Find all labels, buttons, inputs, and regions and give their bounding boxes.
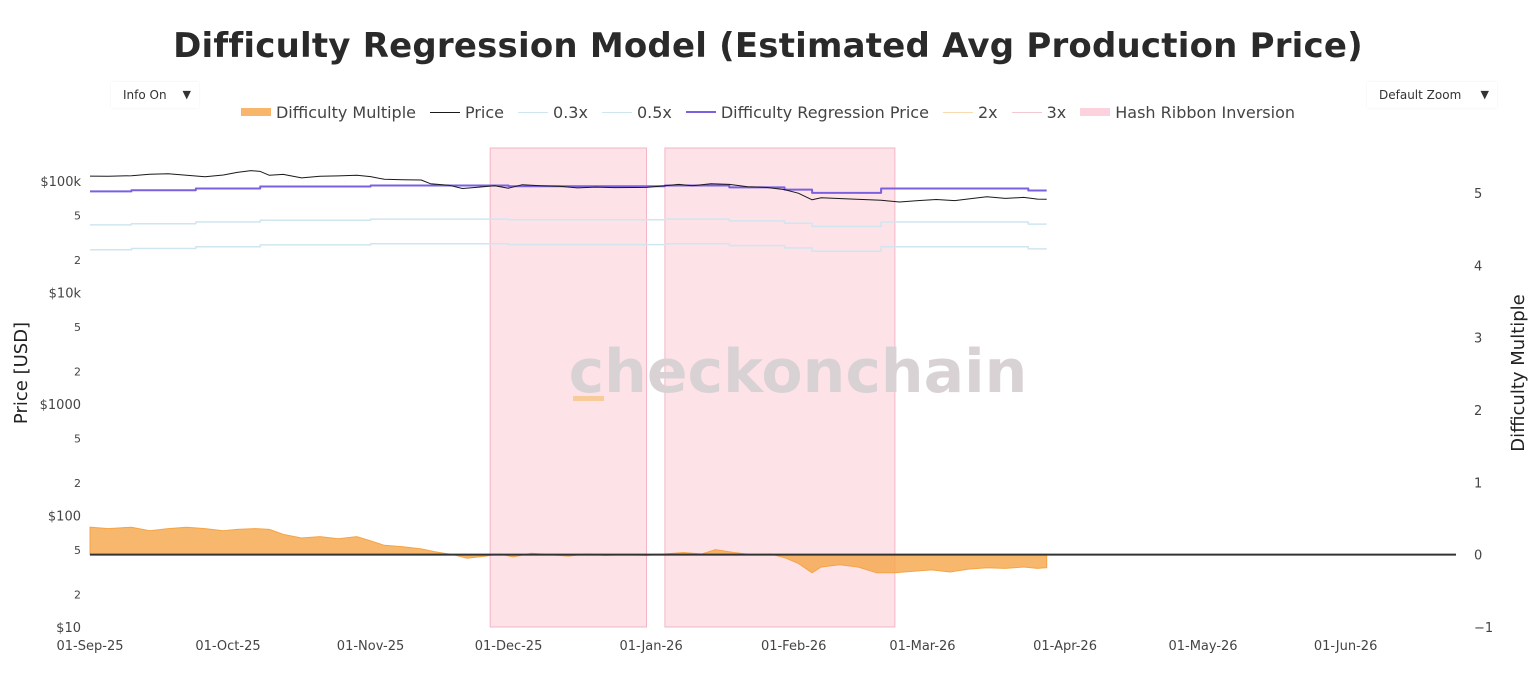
- legend-item[interactable]: Difficulty Multiple: [240, 102, 416, 122]
- legend-swatch: [518, 111, 549, 113]
- legend-swatch: [942, 111, 973, 113]
- legend-item[interactable]: Difficulty Regression Price: [685, 102, 929, 122]
- x-tick-label: 01-Jun-26: [1314, 639, 1378, 654]
- y-right-tick-label: 3: [1474, 332, 1482, 347]
- x-tick-label: 01-Sep-25: [57, 639, 124, 654]
- price-lines: [89, 170, 1047, 253]
- chart-title: Difficulty Regression Model (Estimated A…: [173, 26, 1363, 66]
- info-dropdown-label: Info On: [123, 88, 167, 102]
- y-left-tick-label: $100: [48, 510, 81, 525]
- x-tick-label: 01-May-26: [1168, 639, 1237, 654]
- legend-item[interactable]: 3x: [1011, 102, 1067, 122]
- chevron-down-icon: ▼: [1480, 88, 1489, 101]
- x-tick-label: 01-Mar-26: [889, 639, 955, 654]
- y-left-tick-label: 5: [74, 433, 81, 446]
- legend-label: 0.3x: [553, 102, 588, 122]
- zoom-dropdown[interactable]: Default Zoom ▼: [1367, 82, 1497, 108]
- y-right-tick-label: 1: [1474, 476, 1482, 491]
- legend-swatch: [1011, 111, 1042, 113]
- legend-swatch: [1080, 108, 1111, 116]
- legend-label: Difficulty Multiple: [275, 102, 416, 122]
- chevron-down-icon: ▼: [182, 88, 191, 101]
- y-left-axis-title: Price [USD]: [11, 322, 32, 424]
- y-right-tick-label: 0: [1474, 549, 1482, 564]
- y-right-tick-label: −1: [1474, 621, 1493, 636]
- x-tick-label: 01-Oct-25: [195, 639, 260, 654]
- legend-swatch: [685, 111, 716, 113]
- band-0-3x-line: [90, 243, 1047, 253]
- y-left-tick-label: 2: [74, 588, 81, 601]
- y-right-tick-label: 2: [1474, 404, 1482, 419]
- legend-label: 2x: [977, 102, 998, 122]
- legend-item[interactable]: Hash Ribbon Inversion: [1080, 103, 1295, 122]
- y-left-tick-label: 5: [74, 321, 81, 334]
- watermark: checkonchain: [569, 337, 1028, 407]
- legend-label: 3x: [1046, 102, 1067, 122]
- legend-item[interactable]: 2x: [942, 102, 998, 122]
- legend-swatch: [240, 108, 271, 116]
- hash-ribbon-bands: [489, 147, 896, 628]
- x-tick-label: 01-Dec-25: [475, 639, 543, 654]
- y-left-tick-label: 2: [74, 477, 81, 490]
- x-tick-label: 01-Apr-26: [1033, 639, 1097, 654]
- y-right-tick-label: 4: [1474, 259, 1482, 274]
- info-dropdown[interactable]: Info On ▼: [111, 82, 199, 108]
- y-right-tick-label: 5: [1474, 187, 1482, 202]
- zoom-dropdown-label: Default Zoom: [1379, 88, 1462, 102]
- hash-ribbon-band: [489, 147, 648, 628]
- x-tick-label: 01-Nov-25: [337, 639, 405, 654]
- y-left-tick-label: 2: [74, 366, 81, 379]
- legend-swatch: [429, 111, 460, 113]
- x-tick-label: 01-Jan-26: [620, 639, 683, 654]
- axes: $10 2 5 $100 2 5 $1000 2 5 $10k 2 5 $100k −1 0 1 2 3 4 5 01-…: [40, 175, 1494, 654]
- price-line: [89, 170, 1047, 203]
- y-left-tick-label: $1000: [40, 398, 81, 413]
- band-0-5x-line: [90, 218, 1047, 228]
- legend-label: Price: [464, 102, 505, 122]
- legend-label: 0.5x: [636, 102, 672, 122]
- x-tick-label: 01-Feb-26: [761, 639, 826, 654]
- legend-swatch: [601, 111, 632, 113]
- legend-item[interactable]: 0.3x: [518, 103, 588, 122]
- y-left-tick-label: $100k: [40, 175, 81, 190]
- hash-ribbon-band: [664, 147, 896, 628]
- y-left-tick-label: 5: [74, 544, 81, 557]
- legend-label: Difficulty Regression Price: [720, 102, 929, 122]
- legend-label: Hash Ribbon Inversion: [1115, 102, 1295, 122]
- y-left-tick-label: $10: [56, 621, 81, 636]
- y-left-tick-label: 5: [74, 210, 81, 223]
- legend-item[interactable]: 0.5x: [601, 102, 672, 122]
- y-right-axis-title: Difficulty Multiple: [1508, 294, 1529, 452]
- y-left-tick-label: 2: [74, 254, 81, 267]
- legend: Difficulty Multiple Price 0.3x 0.5x Difficul…: [0, 100, 1536, 124]
- watermark-underscore: [573, 396, 604, 401]
- y-left-tick-label: $10k: [49, 287, 82, 302]
- legend-item[interactable]: Price: [429, 102, 505, 122]
